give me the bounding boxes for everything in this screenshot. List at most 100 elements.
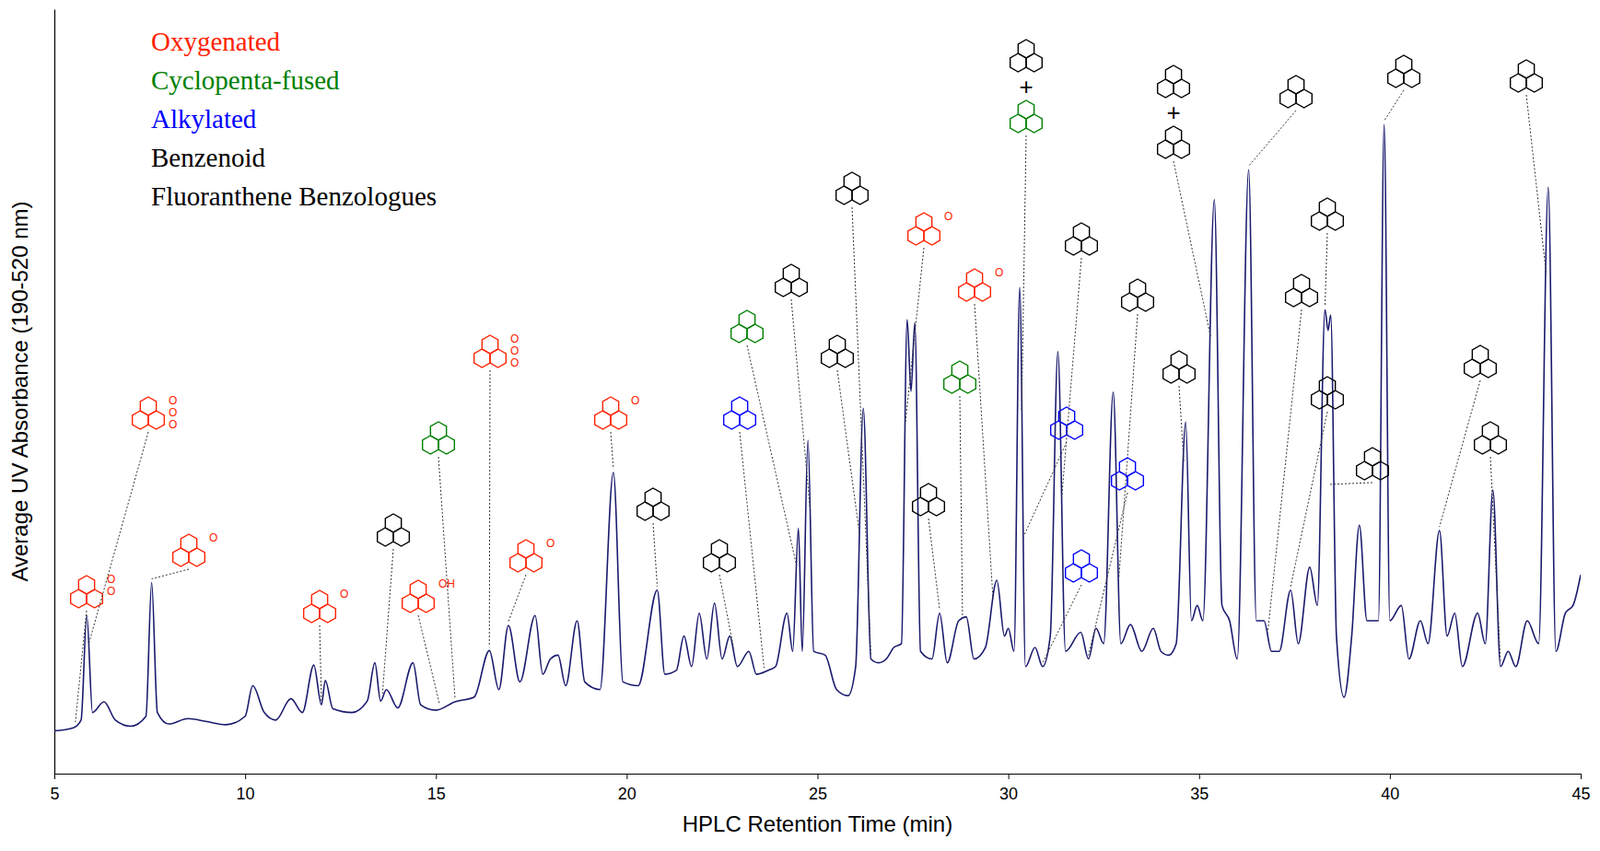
leader-line [1119, 314, 1138, 578]
molecule-icon [70, 575, 104, 608]
leader-line [837, 370, 860, 535]
ring [311, 590, 328, 609]
molecule-icon [1464, 345, 1497, 378]
molecule-icon [637, 488, 670, 521]
x-tick-label: 40 [1380, 784, 1400, 804]
leader-line [1490, 456, 1501, 664]
ring [1293, 274, 1309, 293]
molecule-icon [595, 397, 628, 430]
ring [966, 268, 982, 288]
ring [1319, 376, 1335, 396]
x-tick: 15 [427, 773, 446, 804]
x-tick-mark [1389, 773, 1391, 780]
ring [1119, 457, 1135, 477]
atom-label: O [994, 266, 1004, 280]
molecule-icon [173, 534, 206, 567]
ring [920, 483, 936, 503]
x-tick-mark [54, 773, 56, 780]
molecule-icon [510, 539, 543, 573]
ring [782, 264, 799, 283]
chromatogram-trace [54, 124, 1581, 731]
leader-line [151, 569, 189, 580]
leader-line [438, 456, 456, 699]
leader-line [1249, 110, 1297, 166]
ring [711, 539, 727, 559]
leader-line [1023, 442, 1067, 538]
molecule-icon [731, 310, 764, 343]
ring [829, 335, 845, 354]
ring [1017, 100, 1034, 119]
x-tick-label: 35 [1190, 784, 1209, 804]
y-axis [54, 10, 56, 775]
atom-label: O [510, 332, 519, 346]
molecule-icon [1163, 350, 1196, 384]
leader-line [747, 345, 797, 566]
x-tick: 25 [808, 773, 828, 804]
x-tick-mark [435, 773, 437, 780]
ring [481, 335, 498, 354]
molecule-icon [1065, 222, 1098, 256]
x-tick-label: 25 [808, 784, 828, 804]
x-tick-label: 45 [1571, 784, 1590, 804]
leader-line [852, 207, 871, 656]
x-tick-mark [1580, 773, 1582, 780]
ring [1165, 126, 1181, 145]
leader-line [1290, 411, 1328, 587]
leader-line [959, 396, 963, 616]
molecule-icon [1157, 65, 1191, 98]
ring [140, 397, 156, 416]
ring [1319, 198, 1335, 217]
x-tick: 20 [618, 773, 637, 804]
molecule-icon [821, 335, 854, 368]
y-axis-line [54, 10, 56, 775]
annotations: OOOOOOOOHOOOOOOO++ [70, 39, 1547, 723]
molecule-icon [1311, 198, 1344, 231]
molecule-icon [775, 264, 808, 297]
leader-line [1088, 492, 1128, 656]
atom-label: O [339, 587, 349, 601]
joiner: + [1018, 72, 1033, 101]
leader-line [382, 548, 394, 694]
molecule-icon [836, 172, 869, 205]
molecule-icon [1510, 59, 1543, 93]
molecule-icon [944, 361, 977, 394]
molecule-icon [1065, 549, 1098, 583]
molecule-icon [474, 335, 507, 368]
ring [1482, 421, 1498, 441]
ring [1518, 59, 1534, 79]
x-tick-mark [245, 773, 246, 780]
molecule-icon [912, 483, 946, 516]
leader-line [1329, 482, 1373, 485]
molecule-icon [703, 539, 736, 573]
x-tick: 5 [49, 773, 59, 804]
molecule-icon [908, 212, 941, 246]
leader-line [75, 610, 87, 723]
molecule-icon [1311, 376, 1344, 409]
molecule-icon [1285, 274, 1319, 307]
leader-line [489, 370, 491, 647]
plot-area [54, 124, 1581, 731]
leader-line [974, 303, 993, 599]
leader-line [1062, 257, 1082, 499]
leader-line [905, 247, 924, 424]
x-tick-label: 10 [236, 784, 256, 804]
leader-line [1021, 135, 1027, 410]
ring [1471, 345, 1488, 364]
ring [644, 488, 661, 507]
molecule-icon [132, 397, 165, 430]
x-tick-mark [1008, 773, 1010, 780]
leader-line [88, 432, 149, 644]
joiner: + [1166, 98, 1180, 127]
ring [1073, 549, 1089, 569]
atom-label: O [546, 537, 555, 550]
ring [738, 310, 755, 329]
molecule-icon [1388, 55, 1421, 88]
ring [1165, 65, 1181, 84]
ring [843, 172, 860, 191]
atom-label: O [630, 394, 640, 408]
ring [602, 397, 619, 416]
ring [1058, 407, 1075, 426]
chart: 51015202530354045HPLC Retention Time (mi… [0, 0, 1600, 851]
molecule-icon [422, 421, 456, 455]
ring [1287, 75, 1304, 94]
